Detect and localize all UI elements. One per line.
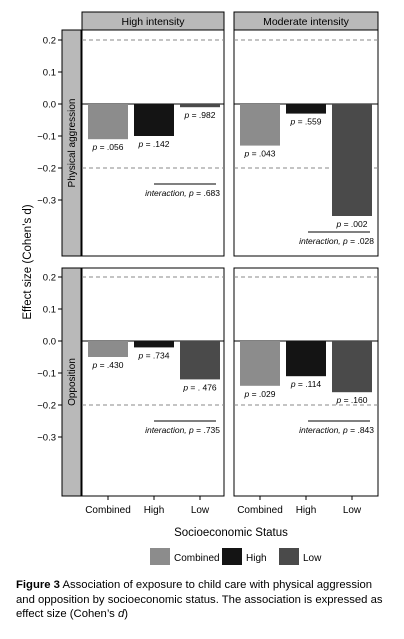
legend-label: High bbox=[246, 553, 267, 564]
bar-high bbox=[286, 104, 326, 114]
x-tick-label: High bbox=[144, 505, 165, 516]
interaction-label: interaction, p = .735 bbox=[145, 425, 220, 435]
y-tick-label: 0.0 bbox=[43, 337, 56, 348]
bar-high bbox=[134, 341, 174, 348]
p-value-label: p = .029 bbox=[244, 389, 276, 399]
y-tick-label: −0.3 bbox=[37, 433, 56, 444]
bar-combined bbox=[88, 341, 128, 357]
y-tick-label: 0.0 bbox=[43, 100, 56, 111]
panel-frame bbox=[81, 267, 225, 497]
row-strip-label: Physical aggression bbox=[67, 99, 78, 188]
caption-label: Figure 3 bbox=[16, 579, 60, 591]
bar-high bbox=[134, 104, 174, 136]
column-strip-label: Moderate intensity bbox=[263, 16, 350, 28]
p-value-label: p = .056 bbox=[92, 142, 124, 152]
column-strip-label: High intensity bbox=[121, 16, 185, 28]
y-tick-label: −0.2 bbox=[37, 401, 56, 412]
legend-swatch-low bbox=[279, 548, 299, 565]
row-strip bbox=[61, 267, 82, 497]
x-tick-label: Low bbox=[191, 505, 210, 516]
p-value-label: p = .142 bbox=[138, 139, 170, 149]
p-value-label: p = . 476 bbox=[182, 382, 217, 392]
x-tick-label: High bbox=[296, 505, 317, 516]
p-value-label: p = .982 bbox=[184, 110, 216, 120]
figure-chart: High intensity Moderate intensity Physical… bbox=[22, 11, 379, 565]
x-tick-label: Low bbox=[343, 505, 362, 516]
panel-frame bbox=[81, 29, 225, 257]
interaction-label: interaction, p = .843 bbox=[299, 425, 374, 435]
bar-combined bbox=[240, 104, 280, 146]
y-tick-label: −0.1 bbox=[37, 132, 56, 143]
bar-low bbox=[332, 104, 372, 216]
y-axis-title: Effect size (Cohen’s d) bbox=[22, 204, 34, 319]
p-value-label: p = .002 bbox=[336, 219, 368, 229]
y-tick-label: 0.2 bbox=[43, 273, 56, 284]
y-tick-label: −0.3 bbox=[37, 196, 56, 207]
p-value-label: p = .160 bbox=[336, 395, 368, 405]
y-tick-label: 0.2 bbox=[43, 36, 56, 47]
x-axis-title: Socioeconomic Status bbox=[174, 527, 288, 539]
y-tick-label: −0.1 bbox=[37, 369, 56, 380]
bar-combined bbox=[88, 104, 128, 140]
bar-low bbox=[180, 104, 220, 108]
row-strip-label: Opposition bbox=[67, 358, 78, 406]
legend-label: Combined bbox=[174, 553, 220, 564]
legend-swatch-combined bbox=[150, 548, 170, 565]
p-value-label: p = .559 bbox=[290, 117, 322, 127]
y-tick-label: 0.1 bbox=[43, 68, 56, 79]
x-tick-label: Combined bbox=[85, 505, 131, 516]
p-value-label: p = .734 bbox=[138, 350, 170, 360]
p-value-label: p = .430 bbox=[92, 360, 124, 370]
p-value-label: p = .114 bbox=[290, 379, 322, 389]
y-tick-label: −0.2 bbox=[37, 164, 56, 175]
bar-low bbox=[180, 341, 220, 380]
p-value-label: p = .043 bbox=[244, 149, 276, 159]
caption-variable: d bbox=[117, 608, 125, 620]
interaction-label: interaction, p = .683 bbox=[145, 188, 220, 198]
y-tick-label: 0.1 bbox=[43, 305, 56, 316]
interaction-label: interaction, p = .028 bbox=[299, 236, 374, 246]
legend-swatch-high bbox=[222, 548, 242, 565]
x-tick-label: Combined bbox=[237, 505, 283, 516]
bar-combined bbox=[240, 341, 280, 386]
caption-text-end: ) bbox=[124, 608, 128, 620]
bar-high bbox=[286, 341, 326, 377]
row-strip bbox=[61, 29, 82, 257]
caption-text: Association of exposure to child care wi… bbox=[16, 579, 383, 620]
figure-caption: Figure 3 Association of exposure to chil… bbox=[16, 578, 392, 622]
bar-low bbox=[332, 341, 372, 393]
legend-label: Low bbox=[303, 553, 322, 564]
